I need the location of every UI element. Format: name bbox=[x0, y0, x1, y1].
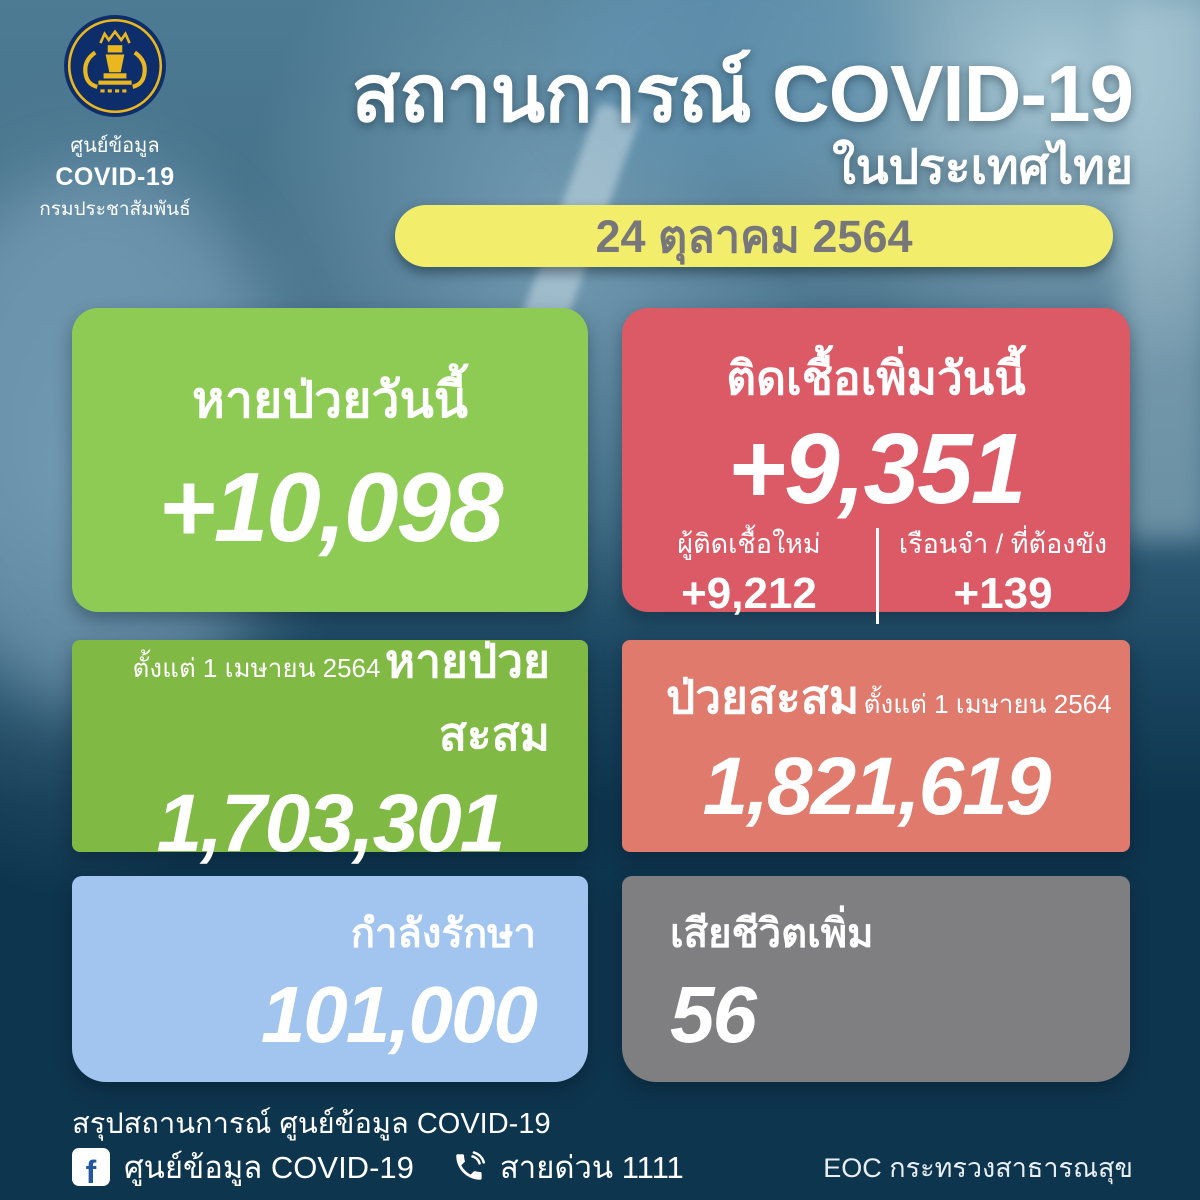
new-cases-label: ติดเชื้อเพิ่มวันนี้ bbox=[726, 352, 1026, 404]
cases-cumulative-since: ตั้งแต่ 1 เมษายน 2564 bbox=[863, 689, 1112, 720]
phone-icon bbox=[456, 1151, 485, 1180]
logo-org-line2: COVID-19 bbox=[55, 163, 175, 191]
page-subtitle: ในประเทศไทย bbox=[832, 141, 1133, 194]
new-cases-breakdown: ผู้ติดเชื้อใหม่ +9,212 เรือนจำ / ที่ต้อง… bbox=[622, 522, 1130, 624]
breakdown-general-label: ผู้ติดเชื้อใหม่ bbox=[677, 529, 821, 559]
card-new-deaths: เสียชีวิตเพิ่ม 56 bbox=[622, 876, 1130, 1082]
facebook-icon-letter: f bbox=[85, 1154, 97, 1186]
recovered-cumulative-value: 1,703,301 bbox=[156, 777, 506, 869]
breakdown-prison-value: +139 bbox=[953, 569, 1053, 618]
footer-agency: EOC กระทรวงสาธารณสุข bbox=[823, 1153, 1133, 1183]
footer-facebook-label: ศูนย์ข้อมูล COVID-19 bbox=[124, 1150, 414, 1185]
cases-cumulative-label: ป่วยสะสม bbox=[666, 671, 860, 724]
footer-hotline: สายด่วน 1111 bbox=[499, 1150, 684, 1185]
card-in-treatment: กำลังรักษา 101,000 bbox=[72, 876, 588, 1082]
logo-org-line1: ศูนย์ข้อมูล bbox=[70, 135, 160, 157]
card-new-cases-today: ติดเชื้อเพิ่มวันนี้ +9,351 ผู้ติดเชื้อให… bbox=[622, 308, 1130, 624]
breakdown-general-value: +9,212 bbox=[681, 569, 817, 618]
agency-logo-block: ศูนย์ข้อมูล COVID-19 กรมประชาสัมพันธ์ bbox=[35, 14, 195, 224]
page-title: สถานการณ์ COVID-19 bbox=[351, 49, 1134, 138]
recovered-today-label: หายป่วยวันนี้ bbox=[192, 372, 468, 429]
cases-cumulative-header: ป่วยสะสม ตั้งแต่ 1 เมษายน 2564 bbox=[622, 661, 1130, 734]
recovered-today-value: +10,098 bbox=[158, 452, 504, 563]
bg-light-strip bbox=[1120, 0, 1200, 540]
new-deaths-value: 56 bbox=[670, 970, 757, 1059]
recovered-cumulative-header: ตั้งแต่ 1 เมษายน 2564 หายป่วยสะสม bbox=[72, 625, 588, 771]
logo-org-line3: กรมประชาสัมพันธ์ bbox=[39, 199, 191, 220]
breakdown-general: ผู้ติดเชื้อใหม่ +9,212 bbox=[622, 522, 876, 619]
facebook-icon: f bbox=[72, 1148, 110, 1186]
breakdown-prison-label: เรือนจำ / ที่ต้องขัง bbox=[898, 529, 1108, 559]
date-text: 24 ตุลาคม 2564 bbox=[595, 211, 913, 262]
recovered-cumulative-label: หายป่วยสะสม bbox=[384, 634, 550, 760]
in-treatment-value: 101,000 bbox=[260, 970, 538, 1059]
new-deaths-label: เสียชีวิตเพิ่ม bbox=[670, 912, 874, 956]
card-recovered-cumulative: ตั้งแต่ 1 เมษายน 2564 หายป่วยสะสม 1,703,… bbox=[72, 635, 588, 867]
in-treatment-label: กำลังรักษา bbox=[350, 912, 536, 956]
card-cases-cumulative: ป่วยสะสม ตั้งแต่ 1 เมษายน 2564 1,821,619 bbox=[622, 640, 1130, 852]
header: สถานการณ์ COVID-19 ในประเทศไทย bbox=[351, 49, 1134, 195]
recovered-cumulative-since: ตั้งแต่ 1 เมษายน 2564 bbox=[132, 652, 381, 683]
cases-cumulative-value: 1,821,619 bbox=[702, 741, 1052, 833]
breakdown-divider bbox=[876, 528, 879, 624]
date-banner: 24 ตุลาคม 2564 bbox=[395, 205, 1113, 267]
card-recovered-today: หายป่วยวันนี้ +10,098 bbox=[72, 308, 588, 612]
footer-summary: สรุปสถานการณ์ ศูนย์ข้อมูล COVID-19 bbox=[72, 1108, 551, 1140]
breakdown-prison: เรือนจำ / ที่ต้องขัง +139 bbox=[876, 522, 1130, 619]
new-cases-value: +9,351 bbox=[727, 413, 1027, 525]
government-emblem-icon bbox=[64, 15, 166, 117]
footer-contacts: f ศูนย์ข้อมูล COVID-19 สายด่วน 1111 bbox=[72, 1142, 684, 1192]
